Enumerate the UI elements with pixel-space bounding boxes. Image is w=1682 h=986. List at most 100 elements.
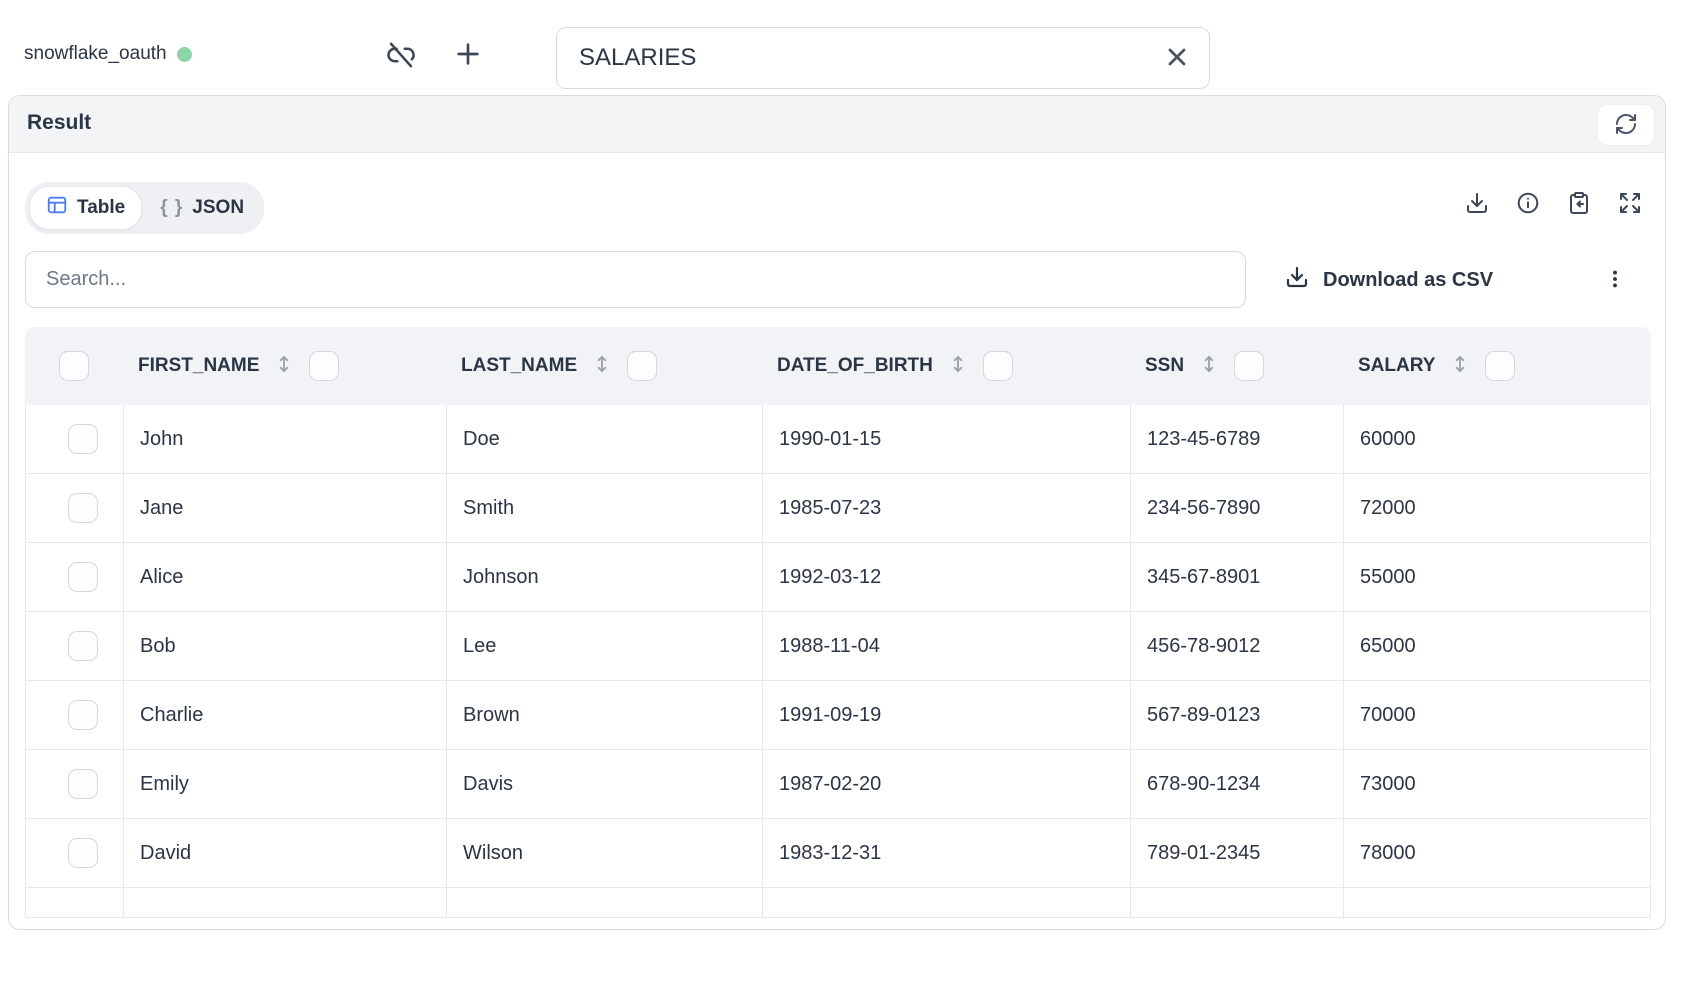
- table-cell[interactable]: 1987-02-20: [762, 750, 1130, 818]
- header-cell: FIRST_NAME: [122, 351, 445, 381]
- tab-json-label: JSON: [192, 197, 245, 218]
- column-checkbox[interactable]: [1234, 351, 1265, 381]
- table-cell[interactable]: 1988-11-04: [762, 612, 1130, 680]
- copy-result-button[interactable]: [1567, 191, 1591, 216]
- row-checkbox[interactable]: [67, 424, 98, 454]
- table-cell[interactable]: 1991-09-19: [762, 681, 1130, 749]
- search-input[interactable]: [25, 251, 1246, 308]
- expand-result-button[interactable]: [1618, 192, 1642, 216]
- table-cell[interactable]: 567-89-0123: [1130, 681, 1343, 749]
- select-all-checkbox[interactable]: [58, 351, 89, 381]
- table-cell[interactable]: 65000: [1343, 612, 1650, 680]
- header-cell: DATE_OF_BIRTH: [761, 351, 1129, 381]
- table-row: Jane Smith 1985-07-23 234-56-7890 72000: [26, 474, 1650, 543]
- row-checkbox[interactable]: [67, 838, 98, 868]
- table-row: Emily Davis 1987-02-20 678-90-1234 73000: [26, 750, 1650, 819]
- row-select-cell: [26, 819, 123, 887]
- table-cell[interactable]: Emily: [123, 750, 446, 818]
- connection-info[interactable]: snowflake_oauth: [24, 43, 192, 65]
- table-cell[interactable]: John: [123, 405, 446, 473]
- table-cell[interactable]: 789-01-2345: [1130, 819, 1343, 887]
- table-cell[interactable]: 1985-07-23: [762, 474, 1130, 542]
- add-query-button[interactable]: [452, 39, 484, 71]
- sort-icon[interactable]: [1450, 353, 1470, 380]
- view-tab-pill: Table { } JSON: [25, 182, 265, 234]
- table-cell[interactable]: 55000: [1343, 543, 1650, 611]
- table-cell[interactable]: Smith: [446, 474, 762, 542]
- result-info-button[interactable]: [1516, 192, 1540, 216]
- column-label[interactable]: LAST_NAME: [461, 355, 578, 376]
- table-cell[interactable]: 78000: [1343, 819, 1650, 887]
- plus-icon: [452, 38, 484, 73]
- row-checkbox[interactable]: [67, 631, 98, 661]
- header-cell: SSN: [1129, 351, 1342, 381]
- sort-icon[interactable]: [274, 353, 294, 380]
- table-cell[interactable]: 123-45-6789: [1130, 405, 1343, 473]
- sort-icon[interactable]: [592, 353, 612, 380]
- row-checkbox[interactable]: [67, 562, 98, 592]
- sort-icon[interactable]: [1199, 353, 1219, 380]
- column-checkbox[interactable]: [982, 351, 1013, 381]
- table-cell[interactable]: 73000: [1343, 750, 1650, 818]
- table-cell: [123, 888, 446, 917]
- table-cell[interactable]: Bob: [123, 612, 446, 680]
- row-checkbox[interactable]: [67, 700, 98, 730]
- header-select-cell: [25, 351, 122, 381]
- table-cell[interactable]: 345-67-8901: [1130, 543, 1343, 611]
- result-toolbar: [1465, 191, 1642, 216]
- table-cell[interactable]: 1990-01-15: [762, 405, 1130, 473]
- connection-status-dot: [176, 46, 192, 62]
- more-options-button[interactable]: [1595, 258, 1635, 302]
- top-bar: snowflake_oauth: [0, 0, 1682, 95]
- row-select-cell: [26, 681, 123, 749]
- table-cell[interactable]: Doe: [446, 405, 762, 473]
- table-cell[interactable]: Lee: [446, 612, 762, 680]
- info-icon: [1516, 191, 1540, 218]
- table-row: Charlie Brown 1991-09-19 567-89-0123 70000: [26, 681, 1650, 750]
- table-cell[interactable]: Charlie: [123, 681, 446, 749]
- table-cell[interactable]: Wilson: [446, 819, 762, 887]
- column-label[interactable]: FIRST_NAME: [138, 355, 260, 376]
- result-table: FIRST_NAME LAST_NAME DATE_OF_BIRTH SSN: [25, 327, 1651, 918]
- table-cell[interactable]: 70000: [1343, 681, 1650, 749]
- kebab-menu-icon: [1604, 268, 1626, 293]
- query-name-input[interactable]: [557, 44, 1157, 72]
- table-cell: [446, 888, 762, 917]
- table-cell[interactable]: 72000: [1343, 474, 1650, 542]
- download-csv-button[interactable]: Download as CSV: [1285, 256, 1493, 304]
- download-icon: [1465, 191, 1489, 218]
- link-off-icon: [386, 40, 416, 73]
- json-braces-icon: { }: [160, 197, 184, 218]
- table-cell[interactable]: David: [123, 819, 446, 887]
- table-cell[interactable]: Davis: [446, 750, 762, 818]
- column-label[interactable]: SSN: [1145, 355, 1185, 376]
- row-select-cell: [26, 474, 123, 542]
- tab-json[interactable]: { } JSON: [144, 190, 260, 226]
- table-cell[interactable]: 234-56-7890: [1130, 474, 1343, 542]
- table-cell[interactable]: 678-90-1234: [1130, 750, 1343, 818]
- table-cell[interactable]: 60000: [1343, 405, 1650, 473]
- download-result-button[interactable]: [1465, 192, 1489, 216]
- row-checkbox[interactable]: [67, 493, 98, 523]
- table-cell[interactable]: 1992-03-12: [762, 543, 1130, 611]
- table-cell[interactable]: 1983-12-31: [762, 819, 1130, 887]
- column-checkbox[interactable]: [627, 351, 658, 381]
- table-cell[interactable]: Jane: [123, 474, 446, 542]
- column-label[interactable]: SALARY: [1358, 355, 1436, 376]
- column-checkbox[interactable]: [1485, 351, 1516, 381]
- query-name-box: [556, 27, 1210, 89]
- tab-table[interactable]: Table: [29, 186, 143, 230]
- table-cell[interactable]: Alice: [123, 543, 446, 611]
- sort-icon[interactable]: [948, 353, 968, 380]
- close-query-button[interactable]: [1157, 38, 1197, 78]
- table-cell[interactable]: Brown: [446, 681, 762, 749]
- column-checkbox[interactable]: [309, 351, 340, 381]
- column-label[interactable]: DATE_OF_BIRTH: [777, 355, 933, 376]
- disconnect-button[interactable]: [385, 40, 417, 72]
- result-panel: Result Table: [8, 95, 1666, 930]
- table-cell[interactable]: Johnson: [446, 543, 762, 611]
- row-select-cell: [26, 612, 123, 680]
- refresh-button[interactable]: [1597, 104, 1655, 146]
- row-checkbox[interactable]: [67, 769, 98, 799]
- table-cell[interactable]: 456-78-9012: [1130, 612, 1343, 680]
